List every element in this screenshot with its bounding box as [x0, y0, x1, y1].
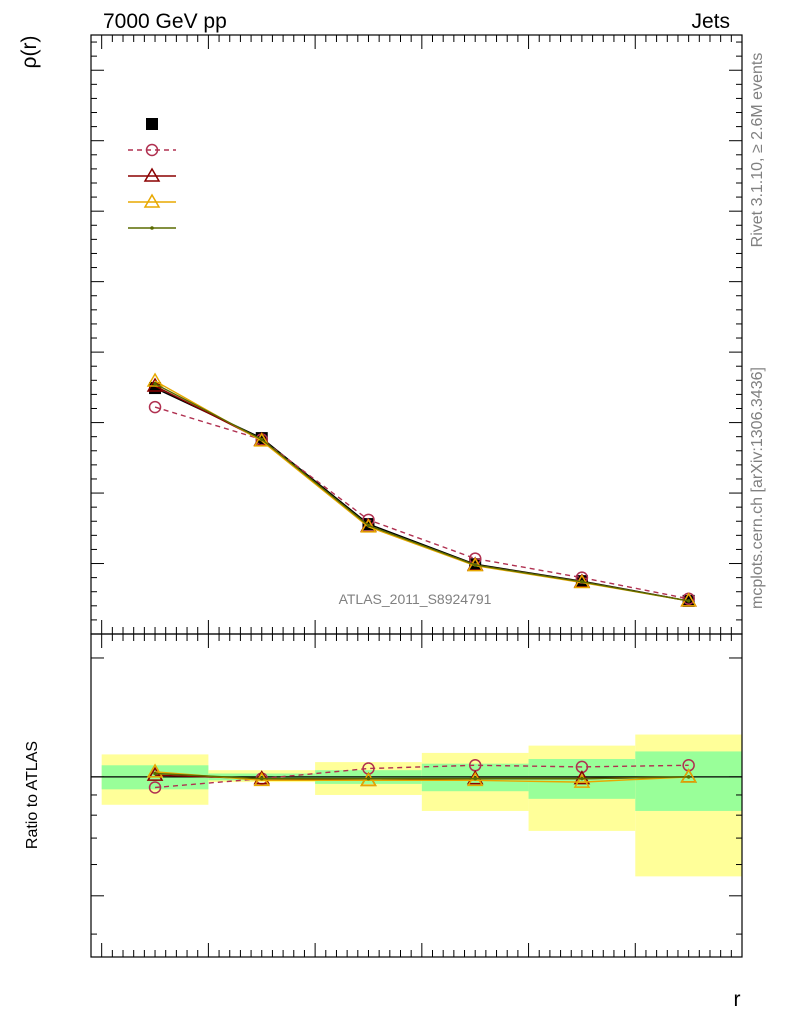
main-series-4-point	[580, 580, 584, 584]
ratio-series-3-point	[473, 776, 477, 781]
header-left: 7000 GeV pp	[103, 10, 227, 33]
ratio-series-0-point	[148, 781, 162, 794]
main-series-line-3	[154, 380, 689, 602]
ratio-series-2-point	[146, 763, 164, 778]
ratio-series-2-point	[680, 768, 697, 783]
main-series-3-point	[253, 432, 271, 447]
ratio-series-2-point	[360, 771, 377, 787]
ratio-series-1-point	[253, 770, 271, 785]
ratio-series-2-point	[466, 771, 484, 787]
main-series-4-point	[153, 382, 157, 386]
ratio-series-2-point	[253, 771, 271, 787]
legend-marker	[150, 226, 154, 230]
ratio-series-3-point	[259, 776, 264, 781]
main-panel	[90, 34, 743, 635]
x-axis-label: r	[734, 988, 741, 1011]
ratio-series-1-point	[573, 770, 591, 785]
legend-marker	[146, 118, 158, 130]
main-series-3-point	[360, 518, 377, 533]
ratio-y-axis-label: Ratio to ATLAS	[24, 741, 41, 849]
main-series-1-point	[148, 400, 162, 414]
ratio-frame	[90, 633, 743, 958]
ratio-series-line-0	[154, 764, 689, 789]
ratio-series-line-2	[154, 771, 689, 783]
legend	[128, 118, 176, 230]
main-series-line-1	[154, 406, 689, 600]
main-series-4-point	[259, 437, 264, 442]
legend-marker	[143, 167, 161, 182]
ratio-series-3-point	[153, 771, 157, 776]
main-series-4-point	[366, 523, 371, 528]
ratio-panel	[90, 633, 743, 958]
main-series-line-4	[154, 383, 689, 602]
main-series-line-0	[154, 387, 689, 602]
legend-marker	[145, 143, 159, 157]
ratio-series-3-point	[580, 776, 584, 781]
main-y-axis-label: ρ(r)	[18, 36, 41, 69]
mcplots-side-label: mcplots.cern.ch [arXiv:1306.3436]	[749, 367, 766, 609]
main-series-3-point	[146, 372, 164, 387]
main-series-4-point	[473, 563, 477, 567]
analysis-id-label: ATLAS_2011_S8924791	[339, 591, 492, 607]
header-right: Jets	[691, 10, 730, 33]
main-series-3-point	[466, 557, 484, 572]
ratio-series-2-point	[573, 773, 591, 788]
legend-marker	[143, 193, 161, 208]
ratio-series-3-point	[366, 776, 371, 781]
rivet-side-label: Rivet 3.1.10, ≥ 2.6M events	[749, 53, 766, 248]
ratio-series-line-3	[154, 772, 689, 780]
main-series-line-2	[154, 385, 689, 602]
ratio-series-1-point	[466, 770, 484, 785]
ratio-series-3-point	[686, 775, 691, 779]
main-series-4-point	[686, 599, 691, 603]
